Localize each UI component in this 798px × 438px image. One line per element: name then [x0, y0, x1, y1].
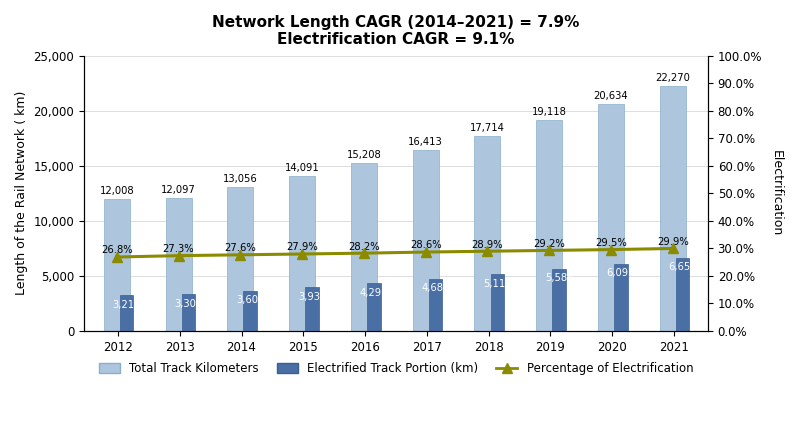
Text: 3,304: 3,304	[175, 299, 203, 309]
Bar	[305, 287, 318, 331]
Text: 19,118: 19,118	[531, 107, 567, 117]
Bar	[676, 258, 689, 331]
Bar	[104, 198, 130, 331]
Bar	[367, 283, 381, 331]
Text: 6,095: 6,095	[606, 268, 635, 278]
Text: 16,413: 16,413	[409, 137, 443, 147]
Text: 20,634: 20,634	[594, 91, 628, 101]
Bar	[289, 176, 315, 331]
Text: 27.3%: 27.3%	[163, 244, 195, 254]
Text: 27.9%: 27.9%	[286, 242, 318, 252]
Text: 5,584: 5,584	[545, 273, 573, 283]
Text: 13,056: 13,056	[223, 174, 258, 184]
Text: 14,091: 14,091	[285, 163, 319, 173]
Y-axis label: Length of the Rail Network ( km): Length of the Rail Network ( km)	[15, 91, 28, 295]
Bar	[536, 120, 562, 331]
Text: 28.2%: 28.2%	[348, 241, 380, 251]
Bar	[660, 85, 685, 331]
Text: 4,688: 4,688	[421, 283, 449, 293]
Bar	[227, 187, 253, 331]
Text: 3,936: 3,936	[298, 292, 326, 302]
Text: 26.8%: 26.8%	[101, 245, 132, 255]
Bar	[614, 264, 628, 331]
Text: 15,208: 15,208	[346, 151, 381, 160]
Text: 3,216: 3,216	[113, 300, 141, 310]
Bar	[598, 103, 624, 331]
Text: 28.6%: 28.6%	[410, 240, 441, 251]
Legend: Total Track Kilometers, Electrified Track Portion (km), Percentage of Electrific: Total Track Kilometers, Electrified Trac…	[94, 357, 698, 380]
Bar	[165, 198, 192, 331]
Text: 5,117: 5,117	[483, 279, 512, 289]
Text: 17,714: 17,714	[470, 123, 505, 133]
Bar	[552, 269, 566, 331]
Bar	[351, 163, 377, 331]
Y-axis label: Electrification: Electrification	[770, 150, 783, 236]
Bar	[475, 136, 500, 331]
Text: 12,008: 12,008	[100, 186, 134, 196]
Text: 28.9%: 28.9%	[472, 240, 504, 250]
Title: Network Length CAGR (2014–2021) = 7.9%
Electrification CAGR = 9.1%: Network Length CAGR (2014–2021) = 7.9% E…	[212, 15, 579, 47]
Bar	[491, 275, 504, 331]
Bar	[243, 291, 257, 331]
Bar	[182, 294, 196, 331]
Text: 12,097: 12,097	[161, 185, 196, 195]
Text: 3,606: 3,606	[236, 295, 264, 305]
Bar	[120, 295, 133, 331]
Text: 29.5%: 29.5%	[595, 238, 627, 248]
Text: 4,295: 4,295	[359, 288, 388, 298]
Bar	[413, 150, 439, 331]
Text: 6,652: 6,652	[668, 262, 697, 272]
Text: 29.2%: 29.2%	[533, 239, 565, 249]
Bar	[429, 279, 442, 331]
Text: 29.9%: 29.9%	[657, 237, 689, 247]
Text: 27.6%: 27.6%	[224, 243, 256, 253]
Text: 22,270: 22,270	[655, 73, 690, 83]
